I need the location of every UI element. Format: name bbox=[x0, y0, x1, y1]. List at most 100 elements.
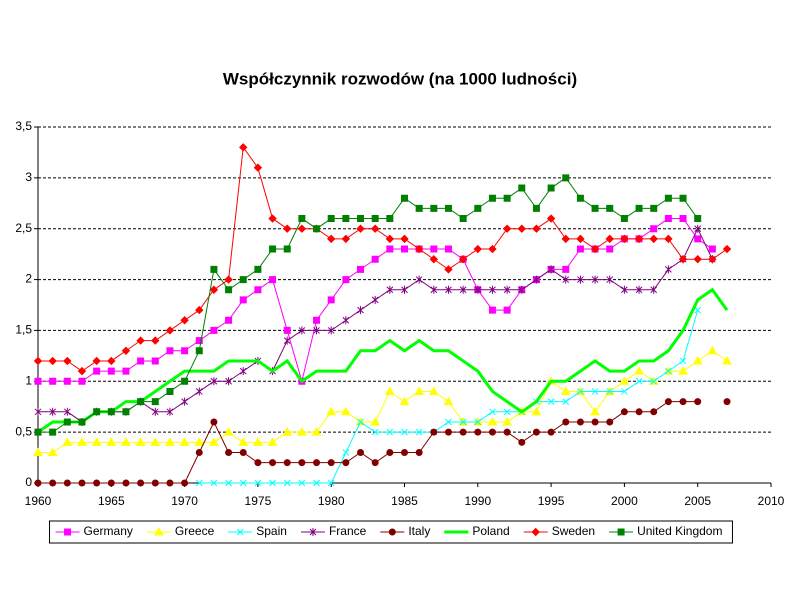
marker bbox=[401, 285, 408, 294]
marker bbox=[664, 234, 673, 244]
marker bbox=[195, 347, 203, 355]
y-tick-label: 1 bbox=[25, 373, 32, 387]
marker bbox=[502, 416, 512, 426]
marker bbox=[562, 174, 570, 182]
legend-label: Poland bbox=[472, 524, 509, 538]
marker bbox=[357, 449, 365, 456]
marker bbox=[78, 479, 86, 487]
marker bbox=[635, 408, 643, 416]
legend-item: Italy bbox=[380, 524, 430, 538]
marker bbox=[474, 285, 482, 294]
marker bbox=[342, 215, 350, 223]
marker bbox=[283, 245, 291, 253]
marker bbox=[679, 215, 687, 223]
marker bbox=[445, 285, 452, 294]
marker bbox=[650, 225, 658, 233]
marker bbox=[269, 459, 277, 467]
marker bbox=[239, 296, 247, 304]
marker bbox=[635, 377, 643, 385]
marker bbox=[239, 449, 247, 456]
marker bbox=[487, 416, 498, 426]
marker bbox=[562, 418, 570, 426]
marker bbox=[693, 255, 702, 264]
marker bbox=[386, 285, 394, 294]
marker bbox=[562, 398, 570, 405]
marker bbox=[488, 306, 496, 314]
x-tick-label: 1980 bbox=[318, 494, 345, 508]
marker bbox=[210, 265, 218, 273]
marker bbox=[225, 449, 233, 456]
marker bbox=[34, 479, 42, 487]
marker bbox=[224, 275, 233, 284]
marker bbox=[254, 265, 262, 273]
x-tick-label: 2010 bbox=[758, 494, 785, 508]
marker bbox=[517, 224, 526, 233]
marker bbox=[340, 406, 351, 416]
marker bbox=[342, 276, 350, 284]
marker bbox=[236, 528, 244, 536]
marker bbox=[518, 184, 526, 192]
x-tick-label: 1960 bbox=[25, 494, 52, 508]
marker bbox=[253, 163, 263, 172]
marker bbox=[225, 377, 232, 386]
marker bbox=[547, 265, 555, 274]
legend-label: Italy bbox=[408, 524, 430, 538]
x-tick-label: 1985 bbox=[391, 494, 418, 508]
marker bbox=[326, 406, 337, 416]
marker bbox=[49, 377, 57, 385]
marker bbox=[267, 437, 278, 446]
marker bbox=[371, 428, 379, 436]
marker bbox=[503, 306, 511, 314]
marker bbox=[650, 408, 658, 416]
marker bbox=[388, 528, 396, 536]
marker bbox=[342, 316, 350, 325]
marker bbox=[62, 437, 73, 446]
marker bbox=[34, 428, 42, 436]
marker bbox=[194, 437, 205, 446]
marker bbox=[78, 418, 86, 426]
marker bbox=[489, 408, 496, 416]
marker bbox=[722, 355, 732, 365]
marker bbox=[195, 387, 203, 396]
marker bbox=[488, 428, 496, 436]
marker bbox=[577, 388, 584, 395]
x-tick-label: 1970 bbox=[171, 494, 198, 508]
marker bbox=[385, 234, 395, 244]
marker bbox=[107, 479, 115, 487]
y-tick-label: 1,5 bbox=[15, 323, 32, 337]
marker bbox=[635, 285, 643, 294]
marker bbox=[283, 224, 292, 233]
marker bbox=[576, 418, 584, 426]
marker bbox=[606, 388, 614, 395]
marker bbox=[309, 528, 317, 536]
marker bbox=[474, 418, 482, 426]
marker bbox=[503, 285, 511, 294]
marker bbox=[93, 479, 101, 487]
marker bbox=[151, 336, 160, 345]
marker bbox=[165, 437, 175, 446]
marker bbox=[546, 214, 556, 223]
marker bbox=[694, 215, 702, 223]
marker bbox=[532, 204, 540, 212]
marker bbox=[33, 356, 43, 366]
marker bbox=[561, 234, 570, 244]
marker bbox=[239, 367, 247, 376]
marker bbox=[297, 427, 307, 436]
series-line bbox=[38, 401, 698, 484]
legend-label: Spain bbox=[256, 524, 287, 538]
marker bbox=[239, 143, 248, 152]
marker bbox=[473, 244, 483, 254]
marker bbox=[619, 376, 630, 385]
marker bbox=[357, 418, 364, 426]
marker bbox=[357, 215, 365, 223]
series-line bbox=[37, 287, 729, 434]
marker bbox=[313, 316, 321, 324]
marker bbox=[650, 204, 658, 212]
marker bbox=[357, 265, 365, 273]
marker bbox=[415, 428, 423, 436]
marker bbox=[34, 407, 42, 416]
marker bbox=[605, 234, 614, 244]
marker bbox=[313, 459, 321, 467]
marker bbox=[488, 244, 497, 254]
marker bbox=[151, 407, 159, 416]
